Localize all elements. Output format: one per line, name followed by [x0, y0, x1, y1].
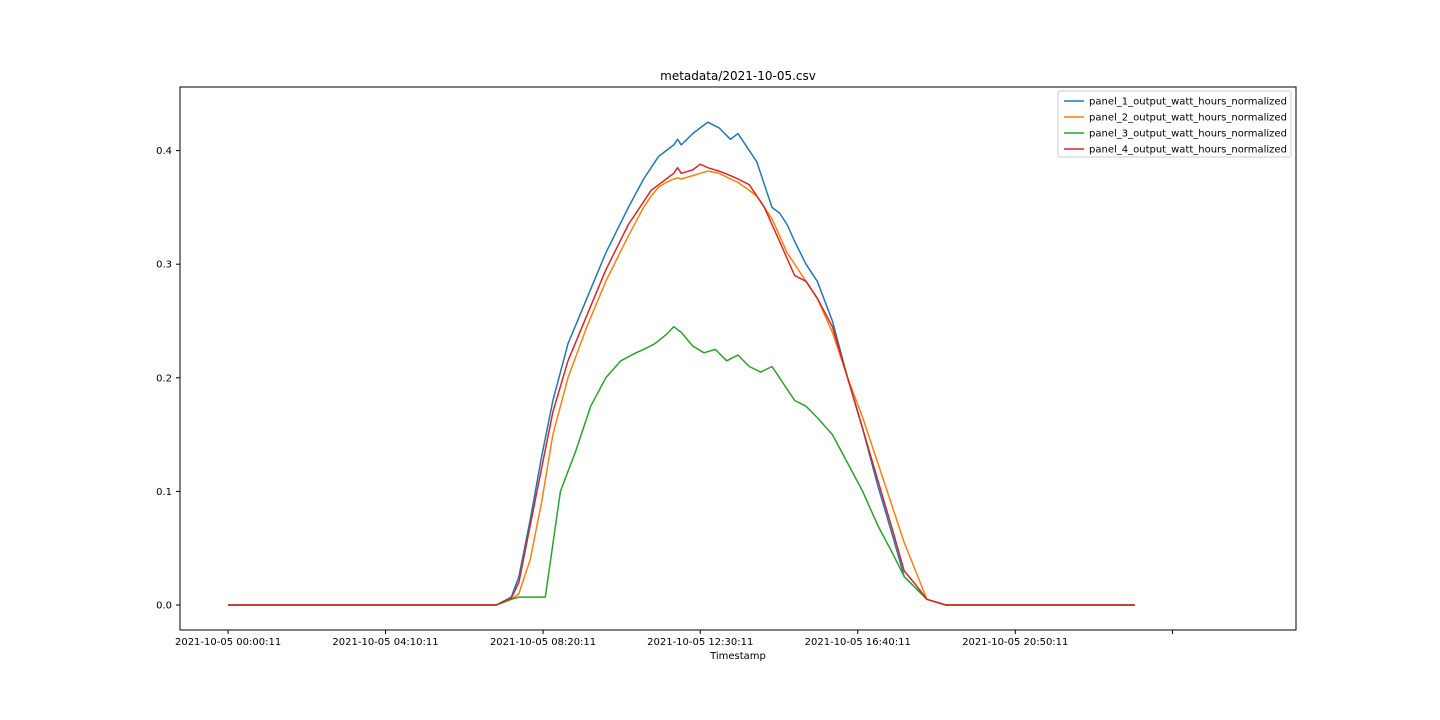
y-axis: 0.0 0.1 0.2 0.3 0.4	[156, 146, 180, 612]
y-tick-label: 0.4	[156, 146, 172, 157]
series-line-panel-4	[228, 163, 1135, 606]
x-axis-label: Timestamp	[709, 651, 766, 662]
y-tick-label: 0.3	[156, 260, 172, 271]
x-tick-label: 2021-10-05 00:00:11	[175, 637, 281, 648]
x-tick-label: 2021-10-05 12:30:11	[647, 637, 753, 648]
legend-label: panel_4_output_watt_hours_normalized	[1089, 145, 1287, 156]
y-tick-label: 0.0	[156, 601, 172, 612]
legend-box	[1057, 90, 1292, 158]
y-tick-label: 0.2	[156, 373, 172, 384]
x-axis: 2021-10-05 00:00:11 2021-10-05 04:10:11 20…	[175, 630, 1173, 648]
series-line-panel-3	[228, 325, 1135, 606]
legend-label: panel_1_output_watt_hours_normalized	[1089, 97, 1287, 108]
x-tick-label: 2021-10-05 04:10:11	[332, 637, 438, 648]
series-line-panel-2	[228, 170, 1135, 606]
x-tick-label: 2021-10-05 16:40:11	[805, 637, 911, 648]
series-line-panel-1	[228, 121, 1135, 606]
plot-frame	[179, 86, 1297, 631]
y-tick-label: 0.1	[156, 487, 172, 498]
chart-title: metadata/2021-10-05.csv	[660, 69, 816, 83]
plot-area	[179, 86, 1297, 631]
series-layer	[228, 121, 1135, 606]
x-tick-label: 2021-10-05 08:20:11	[490, 637, 596, 648]
legend: panel_1_output_watt_hours_normalizedpane…	[1057, 90, 1292, 158]
legend-label: panel_2_output_watt_hours_normalized	[1089, 113, 1287, 124]
legend-label: panel_3_output_watt_hours_normalized	[1089, 129, 1287, 140]
x-tick-label: 2021-10-05 20:50:11	[962, 637, 1068, 648]
